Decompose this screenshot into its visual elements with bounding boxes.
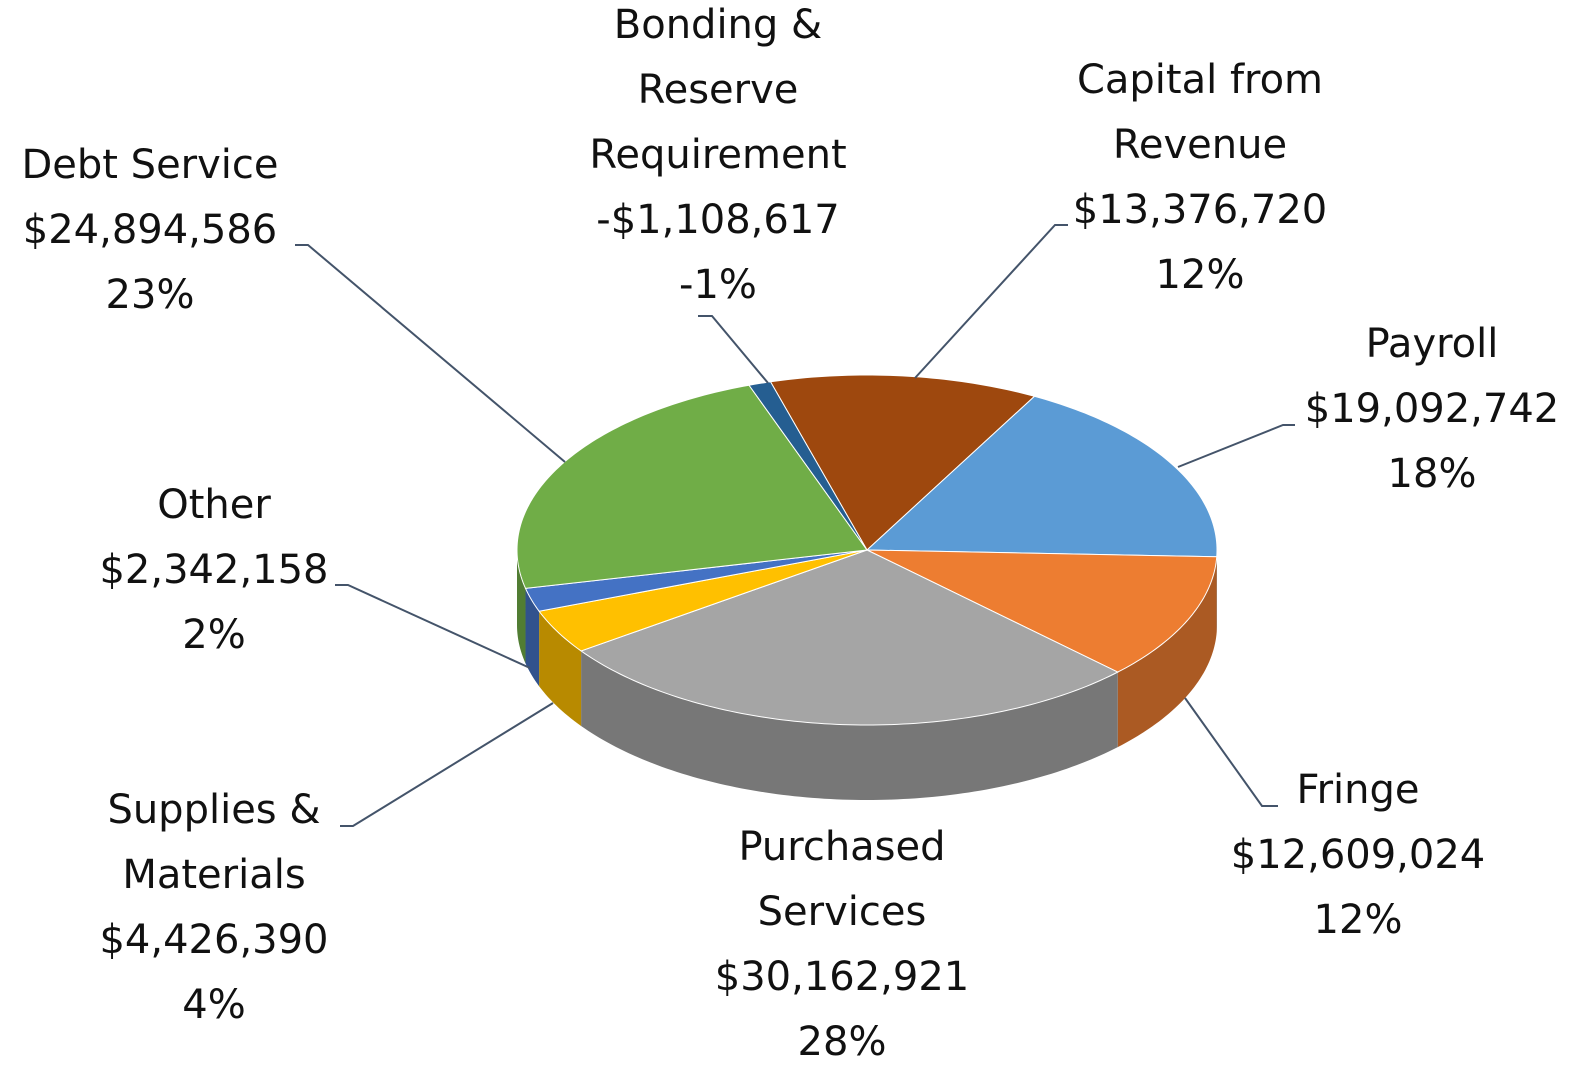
pie-sides: [517, 550, 1217, 800]
slice: [516, 384, 868, 589]
data-label: Purchased Services $30,162,921 28%: [702, 815, 982, 1075]
value-label: $4,426,390: [99, 917, 329, 963]
value-label: $12,609,024: [1230, 832, 1486, 878]
leader-line: [295, 244, 566, 463]
category-label: Supplies & Materials: [107, 787, 321, 898]
category-label: Bonding & Reserve Requirement: [589, 2, 847, 178]
percent-label: 18%: [1387, 451, 1477, 497]
percent-label: 23%: [105, 272, 195, 318]
category-label: Other: [157, 482, 271, 528]
slice-side: [581, 650, 1118, 800]
data-label: Payroll $19,092,742 18%: [1282, 312, 1582, 507]
leader-line: [340, 702, 554, 827]
slice-side: [525, 588, 540, 687]
slice: [524, 549, 868, 612]
category-label: Payroll: [1365, 321, 1499, 367]
slice-side: [1117, 556, 1217, 748]
leader-line: [335, 584, 531, 669]
slice: [748, 381, 868, 551]
data-label: Bonding & Reserve Requirement -$1,108,617…: [553, 0, 883, 318]
leader-line: [914, 224, 1068, 379]
data-label: Other $2,342,158 2%: [64, 473, 364, 668]
slice: [580, 549, 1119, 726]
value-label: $2,342,158: [99, 547, 329, 593]
slice: [769, 374, 1036, 551]
slice-side: [539, 611, 582, 726]
category-label: Debt Service: [21, 142, 279, 188]
category-label: Fringe: [1296, 767, 1420, 813]
slice: [866, 549, 1218, 673]
data-label: Debt Service $24,894,586 23%: [0, 133, 310, 328]
percent-label: 12%: [1155, 252, 1245, 298]
percent-label: -1%: [679, 262, 757, 308]
percent-label: 2%: [182, 612, 246, 658]
slice: [538, 549, 868, 652]
leader-line: [1184, 697, 1278, 807]
category-label: Purchased Services: [738, 824, 946, 935]
pie-tops: [516, 374, 1218, 726]
slice: [865, 395, 1218, 558]
category-label: Capital from Revenue: [1076, 57, 1324, 168]
data-label: Fringe $12,609,024 12%: [1208, 758, 1508, 953]
value-label: -$1,108,617: [596, 197, 840, 243]
leader-line: [1177, 424, 1295, 468]
percent-label: 4%: [182, 982, 246, 1028]
data-label: Supplies & Materials $4,426,390 4%: [79, 778, 349, 1038]
data-label: Capital from Revenue $13,376,720 12%: [1050, 48, 1350, 308]
percent-label: 12%: [1313, 897, 1403, 943]
percent-label: 28%: [797, 1019, 887, 1065]
leader-line: [698, 315, 769, 384]
value-label: $24,894,586: [22, 207, 278, 253]
value-label: $13,376,720: [1072, 187, 1328, 233]
value-label: $30,162,921: [714, 954, 970, 1000]
value-label: $19,092,742: [1304, 386, 1560, 432]
slice-side: [517, 550, 526, 664]
